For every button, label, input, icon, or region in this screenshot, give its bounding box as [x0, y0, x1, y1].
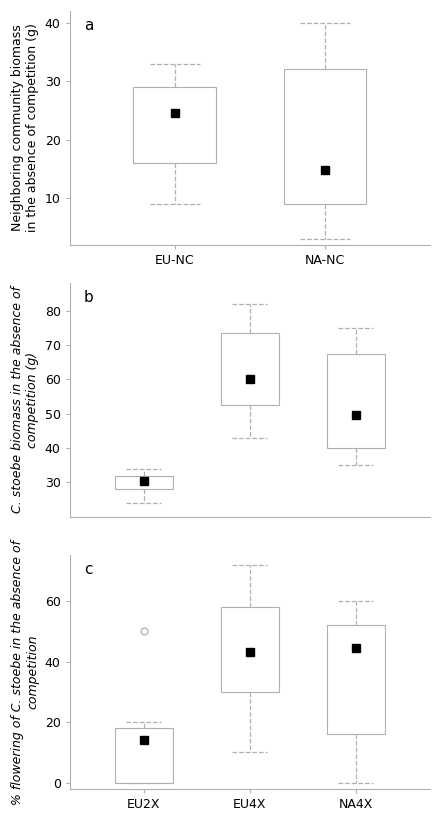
Bar — [134, 87, 216, 163]
Bar — [220, 333, 279, 405]
Y-axis label: Neighboring community biomass
in the absence of competition (g): Neighboring community biomass in the abs… — [11, 23, 39, 233]
Bar — [115, 475, 173, 489]
Text: c: c — [84, 562, 93, 577]
Bar — [327, 626, 385, 734]
Bar — [220, 607, 279, 692]
Bar — [327, 353, 385, 448]
Bar — [284, 70, 366, 204]
Text: a: a — [84, 18, 93, 33]
Y-axis label: C. stoebe biomass in the absence of
competition (g): C. stoebe biomass in the absence of comp… — [11, 287, 39, 514]
Y-axis label: % flowering of C. stoebe in the absence of
competition: % flowering of C. stoebe in the absence … — [11, 539, 39, 805]
Text: b: b — [84, 290, 94, 305]
Bar — [115, 728, 173, 783]
